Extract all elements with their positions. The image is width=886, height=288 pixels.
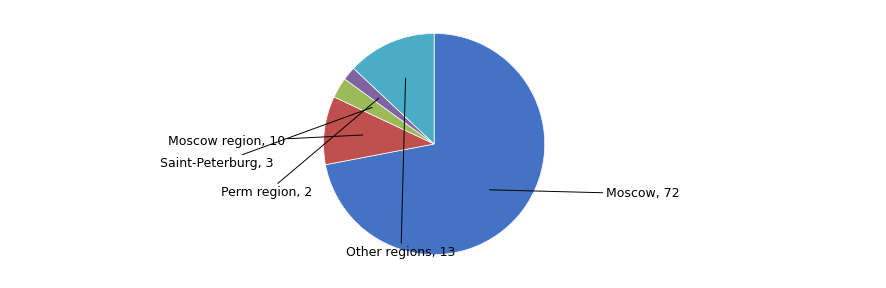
Wedge shape xyxy=(325,33,545,255)
Wedge shape xyxy=(345,68,434,144)
Text: Saint-Peterburg, 3: Saint-Peterburg, 3 xyxy=(160,107,372,170)
Text: Perm region, 2: Perm region, 2 xyxy=(222,98,378,199)
Text: Other regions, 13: Other regions, 13 xyxy=(346,78,455,259)
Text: Moscow, 72: Moscow, 72 xyxy=(490,187,680,200)
Text: Moscow region, 10: Moscow region, 10 xyxy=(167,135,363,148)
Wedge shape xyxy=(334,79,434,144)
Wedge shape xyxy=(354,33,434,144)
Wedge shape xyxy=(323,97,434,165)
